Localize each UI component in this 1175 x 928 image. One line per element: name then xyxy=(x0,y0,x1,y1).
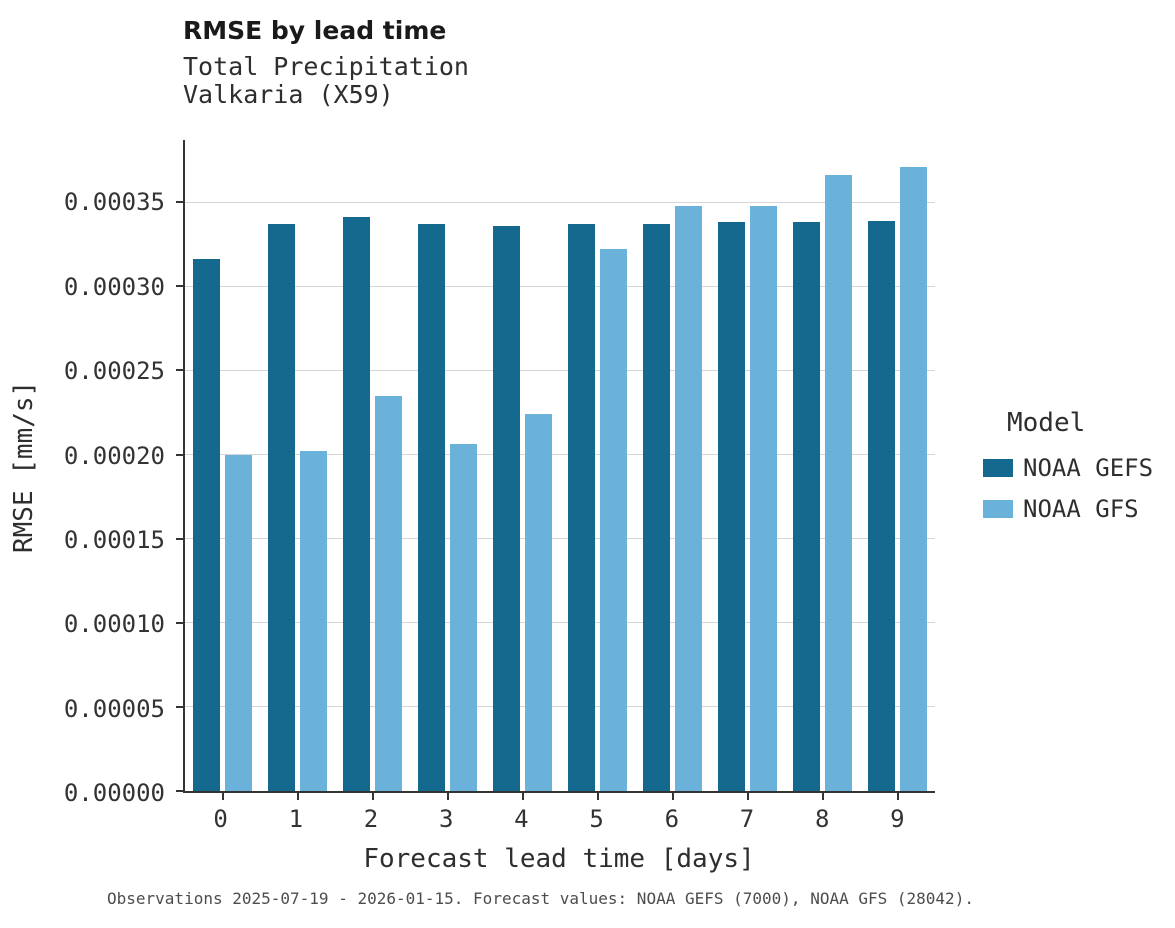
bar-noaa-gfs-day-0 xyxy=(224,454,252,791)
bar-noaa-gfs-day-5 xyxy=(599,249,627,791)
chart-subtitle-line-2: Valkaria (X59) xyxy=(183,80,394,109)
x-tick-label: 6 xyxy=(664,805,680,833)
gridline xyxy=(185,285,935,287)
y-tick-label: 0.00000 xyxy=(63,779,165,807)
x-tick-mark xyxy=(746,793,749,800)
y-tick-label: 0.00005 xyxy=(63,694,165,723)
y-tick-mark xyxy=(176,453,183,456)
bar-noaa-gefs-day-4 xyxy=(493,225,521,791)
bar-noaa-gfs-day-7 xyxy=(749,205,777,791)
plot-area xyxy=(176,140,935,800)
y-tick-label: 0.00020 xyxy=(63,441,165,470)
bar-noaa-gefs-day-0 xyxy=(193,259,221,791)
x-tick-mark xyxy=(596,793,599,800)
chart-title: RMSE by lead time xyxy=(183,16,447,45)
bar-noaa-gfs-day-2 xyxy=(374,395,402,791)
legend-entry-gefs: NOAA GEFS xyxy=(983,454,1153,482)
x-tick-label: 2 xyxy=(363,805,379,833)
gridline xyxy=(185,622,935,624)
x-tick-label: 7 xyxy=(739,805,755,833)
y-tick-mark xyxy=(176,537,183,540)
x-axis-tick-labels: 0 1 2 3 4 5 6 7 8 9 xyxy=(183,805,935,835)
legend-title: Model xyxy=(1007,408,1086,438)
legend-label: NOAA GEFS xyxy=(1023,454,1154,482)
x-tick-mark xyxy=(821,793,824,800)
x-tick-mark xyxy=(671,793,674,800)
x-tick-label: 1 xyxy=(288,805,304,833)
bar-noaa-gfs-day-1 xyxy=(299,451,327,791)
gridline xyxy=(185,369,935,371)
y-tick-mark xyxy=(176,201,183,204)
bar-noaa-gfs-day-6 xyxy=(674,205,702,791)
bar-noaa-gefs-day-2 xyxy=(343,217,371,791)
gridline xyxy=(185,706,935,708)
x-tick-label: 9 xyxy=(890,805,905,833)
x-tick-label: 8 xyxy=(814,805,830,833)
bar-noaa-gefs-day-9 xyxy=(868,220,896,791)
bar-noaa-gfs-day-3 xyxy=(449,444,477,791)
legend: Model NOAA GEFS NOAA GFS xyxy=(983,408,1153,536)
y-tick-label: 0.00025 xyxy=(63,357,165,386)
x-tick-label: 0 xyxy=(213,805,228,833)
x-tick-mark xyxy=(296,793,299,800)
gridline xyxy=(185,201,935,203)
gridline xyxy=(185,454,935,456)
legend-label: NOAA GFS xyxy=(1023,495,1139,523)
bar-noaa-gfs-day-4 xyxy=(524,414,552,791)
x-tick-mark xyxy=(221,793,224,800)
bar-noaa-gefs-day-7 xyxy=(718,222,746,791)
x-tick-label: 5 xyxy=(589,805,604,833)
bar-noaa-gfs-day-8 xyxy=(824,175,852,791)
x-axis-title: Forecast lead time [days] xyxy=(363,844,755,874)
legend-swatch xyxy=(983,459,1013,477)
x-tick-mark xyxy=(371,793,374,800)
y-tick-label: 0.00030 xyxy=(63,272,165,301)
y-tick-mark xyxy=(176,790,183,792)
y-tick-mark xyxy=(176,285,183,288)
bar-noaa-gefs-day-5 xyxy=(568,224,596,791)
y-tick-label: 0.00015 xyxy=(63,525,165,554)
caption: Observations 2025-07-19 - 2026-01-15. Fo… xyxy=(107,889,974,908)
x-tick-mark xyxy=(896,793,899,800)
bar-noaa-gfs-day-9 xyxy=(899,166,927,791)
legend-entry-gfs: NOAA GFS xyxy=(983,495,1153,523)
x-tick-label: 3 xyxy=(438,805,454,833)
bar-noaa-gefs-day-8 xyxy=(793,222,821,791)
y-axis-tick-labels: 0.00000 0.00005 0.00010 0.00015 0.00020 0.000… xyxy=(0,140,165,807)
bar-noaa-gefs-day-6 xyxy=(643,224,671,791)
x-tick-label: 4 xyxy=(514,805,529,833)
gridline xyxy=(185,538,935,540)
y-tick-mark xyxy=(176,705,183,708)
y-tick-label: 0.00035 xyxy=(63,188,165,217)
x-tick-mark xyxy=(521,793,524,800)
legend-swatch xyxy=(983,500,1013,518)
bar-noaa-gefs-day-1 xyxy=(268,224,296,791)
y-tick-mark xyxy=(176,369,183,372)
y-tick-label: 0.00010 xyxy=(63,610,165,639)
x-tick-mark xyxy=(446,793,449,800)
bar-noaa-gefs-day-3 xyxy=(418,224,446,791)
y-tick-mark xyxy=(176,621,183,624)
chart-subtitle-line-1: Total Precipitation xyxy=(183,52,469,81)
